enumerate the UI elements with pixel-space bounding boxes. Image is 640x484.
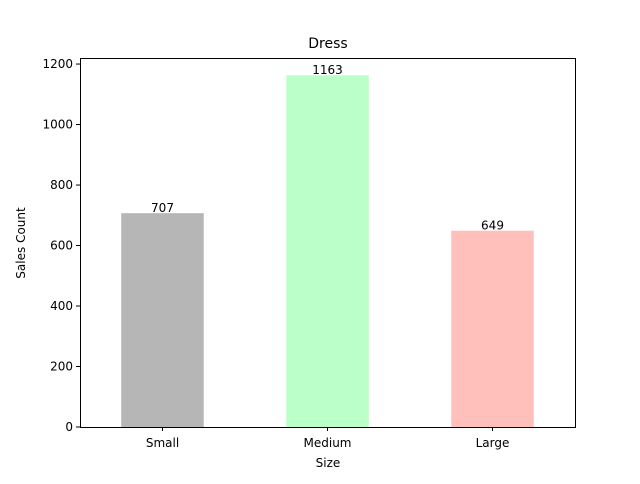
x-axis-label: Size: [316, 456, 341, 470]
y-tick-label: 800: [50, 178, 73, 192]
y-tick-label: 600: [50, 239, 73, 253]
data-label-large: 649: [481, 219, 504, 233]
x-tick-label-small: Small: [146, 436, 179, 450]
y-tick-label: 1200: [42, 57, 73, 71]
x-axis: Small Medium Large: [146, 427, 510, 450]
x-tick-label-large: Large: [476, 436, 510, 450]
y-tick-label: 1000: [42, 118, 73, 132]
bar-small: [121, 213, 204, 427]
chart-title: Dress: [308, 36, 347, 52]
bar-medium: [286, 75, 369, 427]
y-tick-label: 200: [50, 360, 73, 374]
data-labels-group: 707 1163 649: [151, 63, 504, 232]
bars-group: [121, 75, 534, 427]
bar-large: [451, 230, 534, 427]
y-axis-label: Sales Count: [14, 207, 28, 279]
x-tick-label-medium: Medium: [304, 436, 352, 450]
y-tick-label: 400: [50, 299, 73, 313]
data-label-small: 707: [151, 201, 174, 215]
data-label-medium: 1163: [312, 63, 343, 77]
y-axis: 0 200 400 600 800 1000 1200: [42, 57, 80, 434]
y-tick-label: 0: [65, 420, 73, 434]
